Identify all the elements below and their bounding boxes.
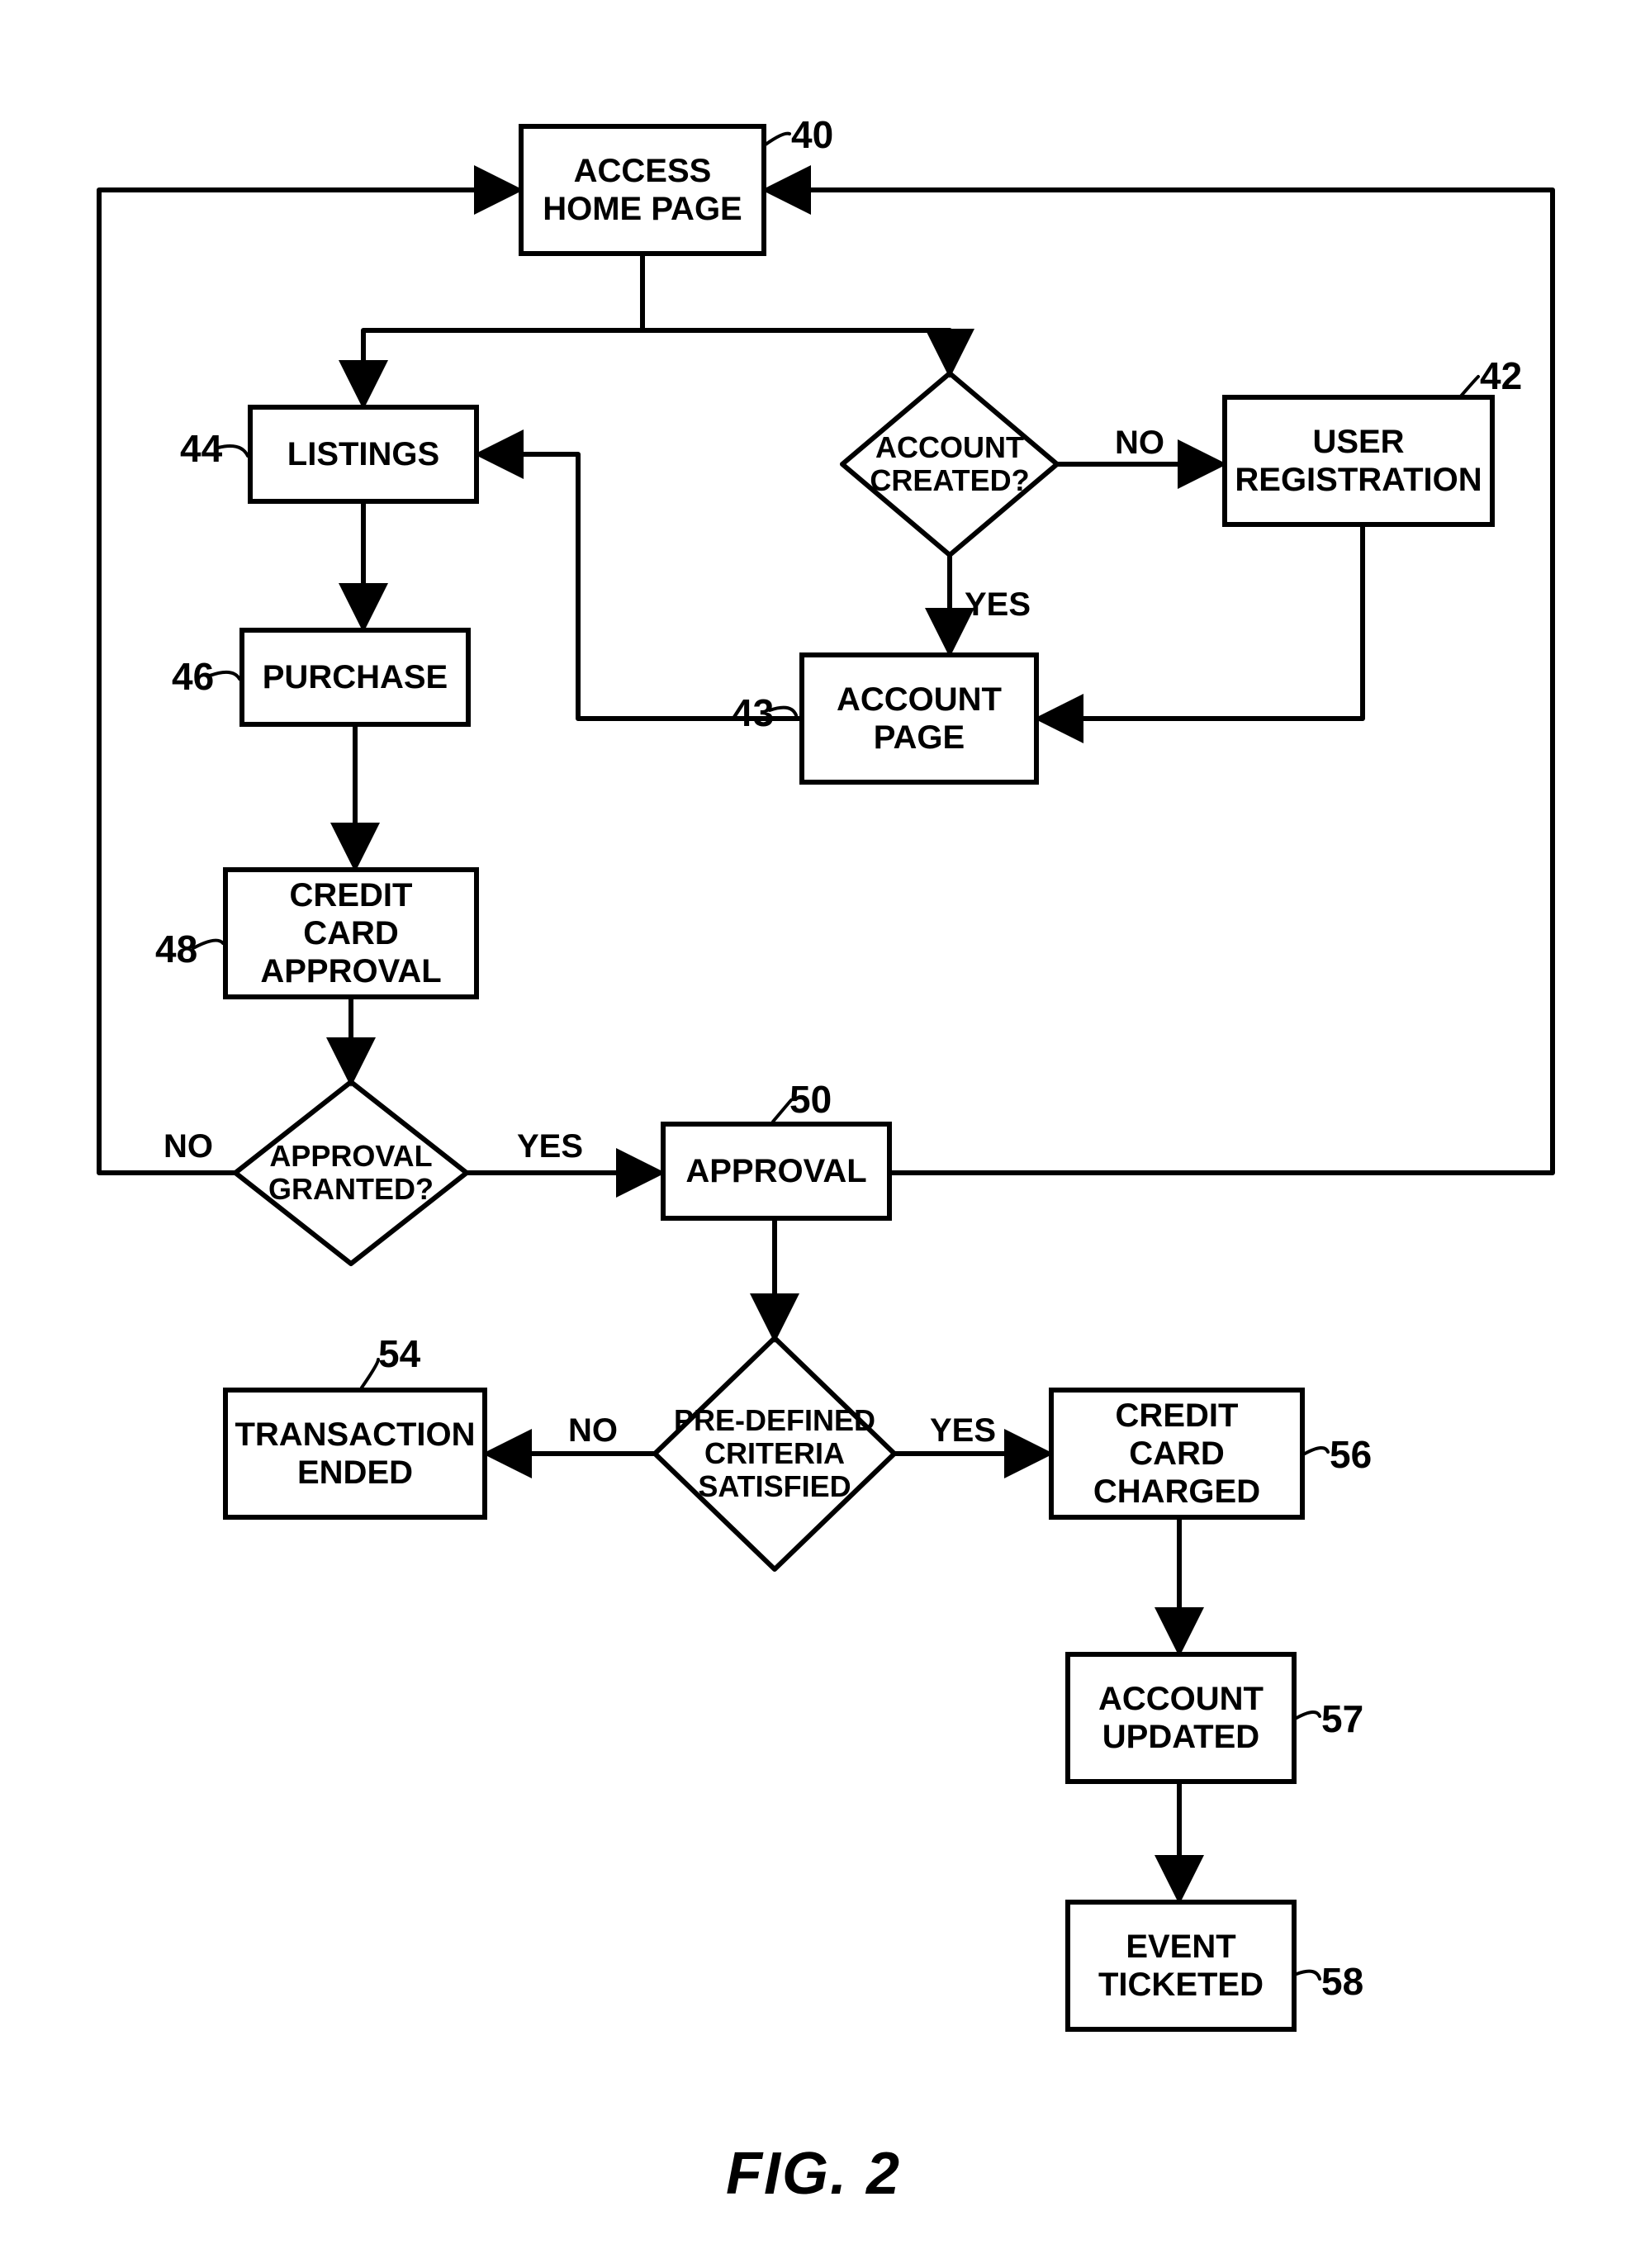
node-43: ACCOUNTPAGE — [799, 652, 1039, 785]
edge-label: YES — [517, 1130, 583, 1163]
node-42: USERREGISTRATION — [1222, 395, 1495, 527]
ref-43: 43 — [732, 694, 774, 732]
edge-label: YES — [930, 1414, 996, 1447]
node-57: ACCOUNTUPDATED — [1065, 1652, 1297, 1784]
node-54: TRANSACTIONENDED — [223, 1388, 487, 1520]
edge-label: NO — [1115, 426, 1164, 459]
ref-46: 46 — [172, 657, 214, 695]
flowchart-figure: ACCESSHOME PAGEACCOUNTCREATED?USERREGIST… — [0, 0, 1650, 2268]
node-40: ACCESSHOME PAGE — [519, 124, 766, 256]
ref-48: 48 — [155, 930, 197, 968]
node-56: CREDIT CARDCHARGED — [1049, 1388, 1305, 1520]
ref-50: 50 — [789, 1080, 832, 1118]
node-58: EVENTTICKETED — [1065, 1900, 1297, 2032]
edge-label: NO — [164, 1130, 213, 1163]
ref-56: 56 — [1330, 1435, 1372, 1473]
ref-57: 57 — [1321, 1700, 1363, 1738]
ref-44: 44 — [180, 429, 222, 467]
ref-54: 54 — [378, 1335, 420, 1373]
node-46: PURCHASE — [239, 628, 471, 727]
ref-42: 42 — [1480, 357, 1522, 395]
ref-58: 58 — [1321, 1962, 1363, 2000]
edge-label: NO — [568, 1414, 618, 1447]
edge-label: YES — [965, 588, 1031, 621]
figure-caption: FIG. 2 — [726, 2144, 901, 2204]
node-50: APPROVAL — [661, 1122, 892, 1221]
ref-40: 40 — [791, 116, 833, 154]
node-44: LISTINGS — [248, 405, 479, 504]
node-48: CREDIT CARDAPPROVAL — [223, 867, 479, 999]
